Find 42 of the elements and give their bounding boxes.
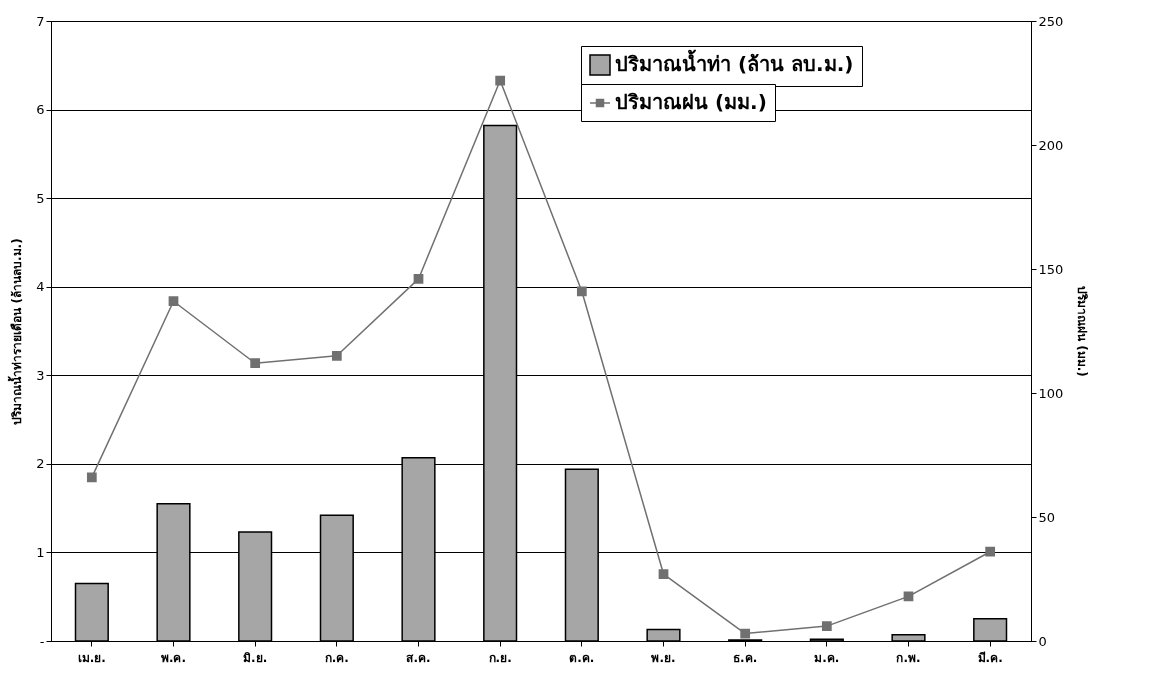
y-tick-label: 6: [36, 102, 45, 118]
x-tick-label: พ.ค.: [160, 650, 187, 665]
y-tick-label: 7: [36, 13, 45, 29]
point: [740, 628, 751, 639]
x-tick-label: ม.ค.: [814, 650, 840, 665]
legend-label: ปริมาณน้ำท่า (ล้าน ลบ.ม.): [615, 49, 854, 76]
point: [168, 296, 179, 307]
y-tick-label: 4: [36, 279, 45, 295]
x-tick-label: มี.ค.: [977, 650, 1003, 665]
y2-tick-label: 150: [1038, 261, 1064, 277]
point: [658, 569, 669, 579]
y-tick-label: 2: [36, 456, 45, 472]
x-tick-label: มิ.ย.: [243, 650, 268, 665]
y2-tick-label: 50: [1038, 509, 1056, 525]
y-axis-title: ปริมาณน้ำท่ารายเดือน (ล้านลบ.ม.): [7, 238, 25, 425]
x-tick-label: ต.ค.: [569, 650, 595, 665]
x-tick-label: ก.พ.: [896, 650, 921, 665]
point: [331, 350, 342, 361]
x-tick-label: ส.ค.: [406, 650, 431, 665]
point: [413, 274, 424, 284]
point: [821, 621, 832, 631]
point: [576, 286, 587, 297]
y2-axis-title: ปริมาณฝน (มม.): [1075, 286, 1090, 377]
x-tick-label: เม.ย.: [77, 650, 106, 665]
x-tick-label: ธ.ค.: [733, 650, 758, 665]
y-tick-label: 3: [36, 367, 45, 383]
point: [495, 75, 506, 86]
y2-tick-label: 100: [1038, 385, 1064, 401]
y-tick-label: -: [39, 633, 45, 649]
y-tick-label: 1: [36, 544, 45, 560]
point: [985, 546, 996, 557]
y-tick-label: 5: [36, 190, 45, 206]
x-tick-label: ก.ย.: [488, 650, 512, 665]
legend-label: ปริมาณฝน (มม.): [615, 90, 767, 114]
x-tick-label: พ.ย.: [651, 650, 676, 665]
point: [903, 591, 914, 602]
point: [250, 358, 261, 369]
y2-tick-label: 250: [1038, 13, 1064, 29]
y2-tick-label: 200: [1038, 137, 1064, 153]
x-tick-label: ก.ค.: [324, 650, 349, 665]
point: [86, 472, 97, 483]
y2-tick-label: 0: [1038, 633, 1047, 649]
